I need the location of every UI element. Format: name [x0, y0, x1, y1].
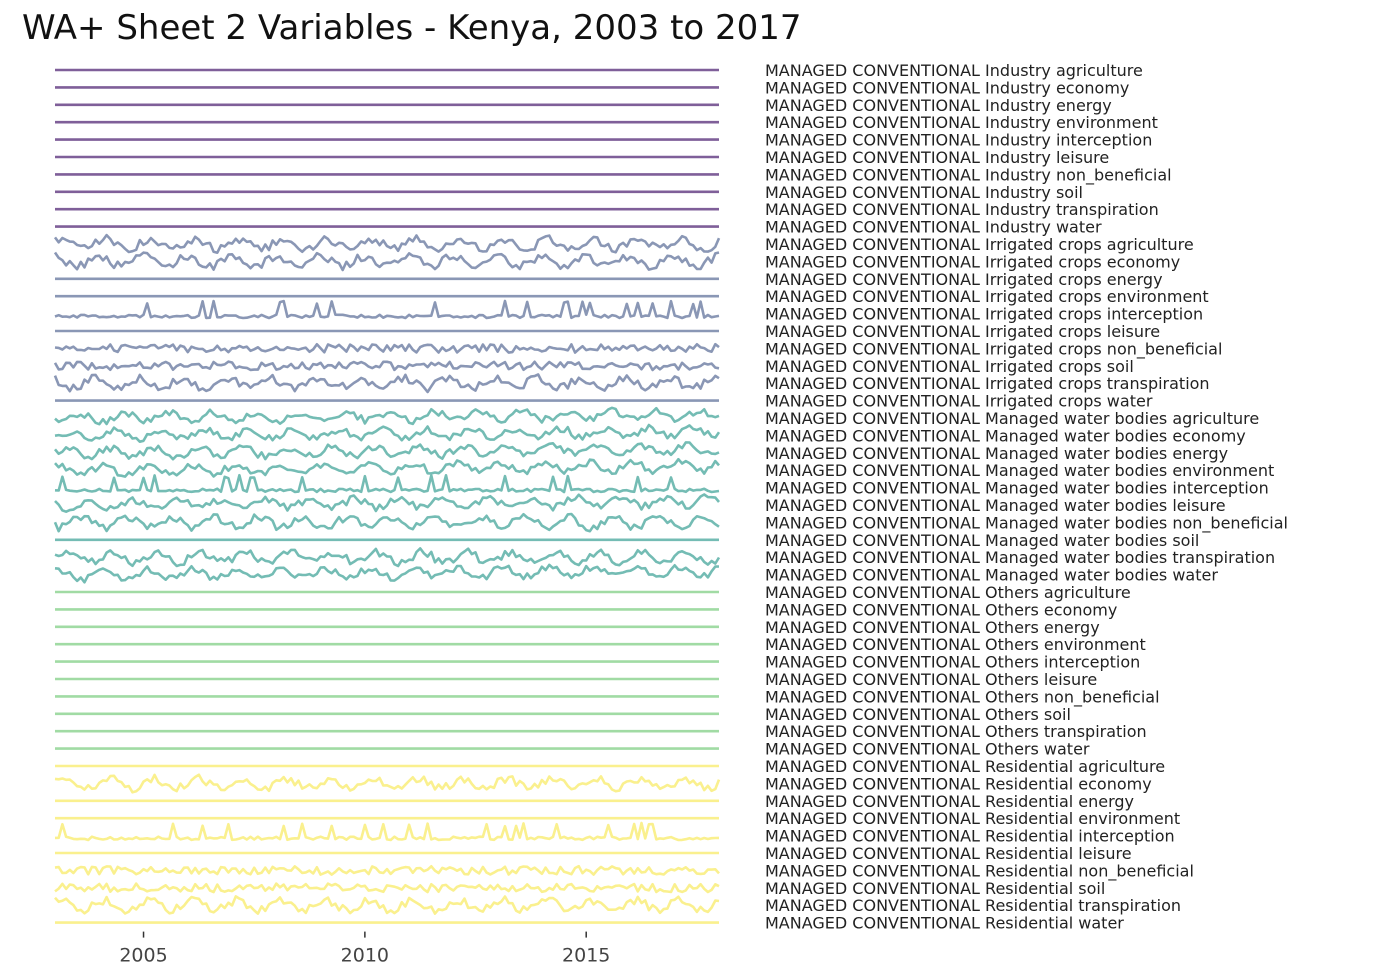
series-line-irrigated-crops-agriculture	[53, 233, 721, 254]
x-tick-label: 2015	[562, 945, 610, 967]
series-labels: MANAGED CONVENTIONAL Industry agricultur…	[765, 61, 1288, 933]
series-label: MANAGED CONVENTIONAL Managed water bodie…	[765, 461, 1274, 480]
series-line-irrigated-crops-interception	[54, 299, 720, 320]
series-label: MANAGED CONVENTIONAL Residential non_ben…	[765, 861, 1194, 881]
series-line-managed-water-bodies-economy	[54, 423, 721, 443]
series-label: MANAGED CONVENTIONAL Managed water bodie…	[765, 444, 1228, 463]
x-tick-label: 2005	[119, 945, 167, 967]
series-label: MANAGED CONVENTIONAL Irrigated crops wat…	[765, 392, 1153, 411]
series-label: MANAGED CONVENTIONAL Industry transpirat…	[765, 200, 1159, 219]
series-line-managed-water-bodies-transpiration	[54, 547, 721, 568]
series-label: MANAGED CONVENTIONAL Others leisure	[765, 670, 1097, 689]
series-label: MANAGED CONVENTIONAL Industry non_benefi…	[765, 165, 1172, 185]
chart-title: WA+ Sheet 2 Variables - Kenya, 2003 to 2…	[22, 8, 802, 48]
series-line-managed-water-bodies-non-beneficial	[53, 512, 720, 533]
x-axis: 2005 2010 2015	[119, 931, 610, 967]
series-label: MANAGED CONVENTIONAL Industry water	[765, 218, 1102, 237]
series-label: MANAGED CONVENTIONAL Residential energy	[765, 792, 1134, 811]
series-line-residential-soil	[54, 882, 720, 894]
series-label: MANAGED CONVENTIONAL Managed water bodie…	[765, 426, 1246, 445]
series-label: MANAGED CONVENTIONAL Others interception	[765, 653, 1140, 672]
series-label: MANAGED CONVENTIONAL Irrigated crops non…	[765, 339, 1222, 359]
series-label: MANAGED CONVENTIONAL Managed water bodie…	[765, 496, 1226, 515]
series-line-residential-non-beneficial	[54, 864, 720, 876]
series-label: MANAGED CONVENTIONAL Residential interce…	[765, 827, 1175, 846]
series-label: MANAGED CONVENTIONAL Others energy	[765, 618, 1100, 637]
series-label: MANAGED CONVENTIONAL Irrigated crops eco…	[765, 252, 1180, 271]
series-line-irrigated-crops-economy	[53, 251, 720, 272]
series-line-managed-water-bodies-agriculture	[54, 406, 720, 426]
series-label: MANAGED CONVENTIONAL Managed water bodie…	[765, 513, 1288, 533]
series-label: MANAGED CONVENTIONAL Irrigated crops env…	[765, 287, 1209, 306]
series-label: MANAGED CONVENTIONAL Managed water bodie…	[765, 531, 1199, 550]
series-line-irrigated-crops-soil	[53, 360, 720, 372]
series-line-managed-water-bodies-energy	[53, 441, 720, 461]
series-label: MANAGED CONVENTIONAL Industry energy	[765, 96, 1112, 115]
series-label: MANAGED CONVENTIONAL Industry economy	[765, 78, 1129, 97]
series-label: MANAGED CONVENTIONAL Irrigated crops ene…	[765, 270, 1163, 289]
series-label: MANAGED CONVENTIONAL Managed water bodie…	[765, 566, 1218, 585]
series-label: MANAGED CONVENTIONAL Industry leisure	[765, 148, 1109, 167]
series-label: MANAGED CONVENTIONAL Industry environmen…	[765, 113, 1158, 132]
series-label: MANAGED CONVENTIONAL Residential agricul…	[765, 757, 1165, 776]
series-label: MANAGED CONVENTIONAL Industry intercepti…	[765, 131, 1152, 150]
series-line-irrigated-crops-non-beneficial	[54, 342, 720, 354]
series-label: MANAGED CONVENTIONAL Managed water bodie…	[765, 409, 1259, 428]
series-line-irrigated-crops-transpiration	[53, 373, 720, 394]
series-label: MANAGED CONVENTIONAL Residential soil	[765, 879, 1105, 898]
series-label: MANAGED CONVENTIONAL Others agriculture	[765, 583, 1131, 602]
series-label: MANAGED CONVENTIONAL Irrigated crops lei…	[765, 322, 1160, 341]
series-label: MANAGED CONVENTIONAL Residential leisure	[765, 844, 1132, 863]
series-label: MANAGED CONVENTIONAL Others transpiratio…	[765, 722, 1147, 741]
series-label: MANAGED CONVENTIONAL Others economy	[765, 600, 1117, 619]
series-label: MANAGED CONVENTIONAL Irrigated crops tra…	[765, 374, 1210, 393]
series-label: MANAGED CONVENTIONAL Others non_benefici…	[765, 687, 1160, 707]
series-label: MANAGED CONVENTIONAL Residential water	[765, 914, 1124, 933]
series-label: MANAGED CONVENTIONAL Irrigated crops agr…	[765, 235, 1194, 254]
series-label: MANAGED CONVENTIONAL Irrigated crops soi…	[765, 357, 1134, 376]
series-label: MANAGED CONVENTIONAL Irrigated crops int…	[765, 305, 1203, 324]
series-line-residential-economy	[54, 773, 721, 794]
x-tick-label: 2010	[341, 945, 389, 967]
series-label: MANAGED CONVENTIONAL Residential transpi…	[765, 896, 1181, 915]
series-line-managed-water-bodies-interception	[54, 473, 720, 494]
series-label: MANAGED CONVENTIONAL Industry agricultur…	[765, 61, 1143, 80]
series-label: MANAGED CONVENTIONAL Industry soil	[765, 183, 1083, 202]
series-label: MANAGED CONVENTIONAL Managed water bodie…	[765, 479, 1269, 498]
series-label: MANAGED CONVENTIONAL Managed water bodie…	[765, 548, 1275, 567]
series-line-residential-transpiration	[54, 895, 720, 915]
series-line-residential-interception	[54, 821, 720, 842]
series-label: MANAGED CONVENTIONAL Residential economy	[765, 774, 1152, 793]
series-label: MANAGED CONVENTIONAL Residential environ…	[765, 809, 1180, 828]
series-label: MANAGED CONVENTIONAL Others soil	[765, 705, 1071, 724]
series-line-managed-water-bodies-environment	[54, 457, 720, 478]
series-line-managed-water-bodies-leisure	[54, 493, 720, 513]
series-lines	[53, 68, 721, 924]
series-line-managed-water-bodies-water	[54, 563, 720, 584]
series-label: MANAGED CONVENTIONAL Others water	[765, 740, 1090, 759]
series-label: MANAGED CONVENTIONAL Others environment	[765, 635, 1146, 654]
